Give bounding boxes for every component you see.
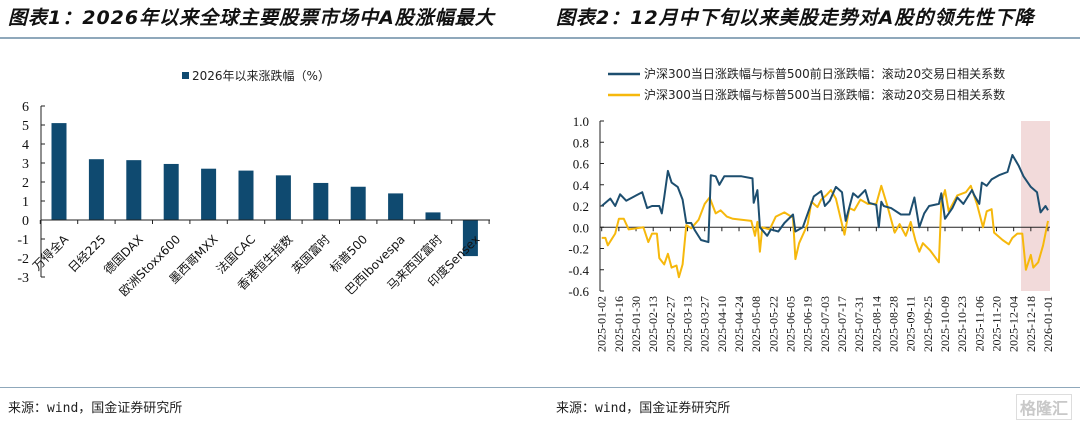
x-tick-label: 2025-08-28 [887,296,901,352]
bar-印度Sensex [462,220,478,257]
x-tick-label: 2025-10-09 [938,296,952,352]
series-line [601,184,1049,279]
x-tick-label: 2025-11-20 [990,296,1004,352]
y-tick-label: -0.4 [568,263,589,278]
x-tick-label: 2025-07-17 [835,296,849,352]
bar-马来西亚富时 [425,212,441,220]
x-tick-label: 2025-03-13 [681,296,695,352]
bar-香港恒生指数 [275,175,291,220]
y-tick-label: 0.4 [573,178,590,193]
y-tick-label: 5 [22,119,29,134]
bar-巴西Ibovespa [388,193,404,220]
bar-标普500 [350,186,366,220]
left-source: 来源：wind，国金证券研究所 [8,401,183,416]
x-tick-label: 2025-12-04 [1007,296,1021,352]
x-tick-label: 英国富时 [288,232,333,277]
bar-英国富时 [313,182,329,220]
left-chart-title: 图表1：2026年以来全球主要股票市场中A股涨幅最大 [8,7,495,29]
line-chart: 沪深300当日涨跌幅与标普500前日涨跌幅：滚动20交易日相关系数沪深300当日… [568,66,1055,352]
x-tick-label: 2025-03-27 [698,296,712,352]
bar-欧洲Stoxx600 [163,163,179,220]
footer-divider [0,387,1080,388]
y-tick-label: 0.6 [573,157,590,172]
y-tick-label: 1 [22,195,29,210]
legend-label: 2026年以来涨跌幅（%） [192,68,330,83]
y-tick-label: 0 [22,214,29,229]
x-tick-label: 2025-11-06 [972,296,986,352]
x-tick-label: 2025-10-23 [955,296,969,352]
bar-墨西哥MXX [201,168,217,220]
x-tick-label: 2025-08-14 [869,296,883,352]
y-tick-label: -1 [17,233,29,248]
y-tick-label: 0.0 [573,220,589,235]
x-tick-label: 2025-04-24 [732,296,746,352]
header-divider [0,37,1080,39]
bar-德国DAX [126,160,142,220]
watermark-logo: 格隆汇 [1015,394,1072,420]
y-tick-label: 0.8 [573,135,589,150]
x-tick-label: 2026-01-01 [1041,296,1055,352]
bar-万得全A [51,123,67,220]
x-tick-label: 万得全A [29,231,71,273]
bar-法国CAC [238,170,254,220]
y-tick-label: -0.2 [568,242,589,257]
y-tick-label: -3 [17,271,29,286]
x-tick-label: 2025-09-11 [904,296,918,352]
legend-swatch [182,72,189,79]
x-tick-label: 2025-05-22 [766,296,780,352]
x-tick-label: 2025-06-19 [801,296,815,352]
right-chart-title: 图表2：12月中下旬以来美股走势对A股的领先性下降 [556,7,1035,29]
series-line [601,154,1049,244]
x-tick-label: 2025-02-13 [646,296,660,352]
legend-label: 沪深300当日涨跌幅与标普500前日涨跌幅：滚动20交易日相关系数 [644,66,1005,81]
x-tick-label: 2025-12-18 [1024,296,1038,352]
bar-日经225 [88,159,104,220]
x-tick-label: 2025-07-31 [852,296,866,352]
x-tick-label: 2025-01-30 [629,296,643,352]
x-tick-label: 2025-05-08 [749,296,763,352]
y-tick-label: 3 [22,157,29,172]
x-tick-label: 2025-01-16 [612,296,626,352]
y-tick-label: 4 [22,138,29,153]
y-tick-label: 1.0 [573,114,589,129]
x-tick-label: 2025-09-25 [921,296,935,352]
x-tick-label: 2025-07-03 [818,296,832,352]
y-tick-label: 0.2 [573,199,589,214]
bar-chart: 2026年以来涨跌幅（%）6543210-1-2-3万得全A日经225德国DAX… [17,68,490,299]
x-tick-label: 2025-01-02 [595,296,609,352]
y-tick-label: -0.6 [568,284,589,299]
y-tick-label: -2 [17,252,29,267]
y-tick-label: 2 [22,176,29,191]
x-tick-label: 2025-06-05 [784,296,798,352]
x-tick-label: 2025-04-10 [715,296,729,352]
x-tick-label: 2025-02-27 [663,296,677,352]
legend-label: 沪深300当日涨跌幅与标普500当日涨跌幅：滚动20交易日相关系数 [644,87,1005,102]
y-tick-label: 6 [22,100,29,115]
right-source: 来源：wind，国金证券研究所 [556,401,731,416]
